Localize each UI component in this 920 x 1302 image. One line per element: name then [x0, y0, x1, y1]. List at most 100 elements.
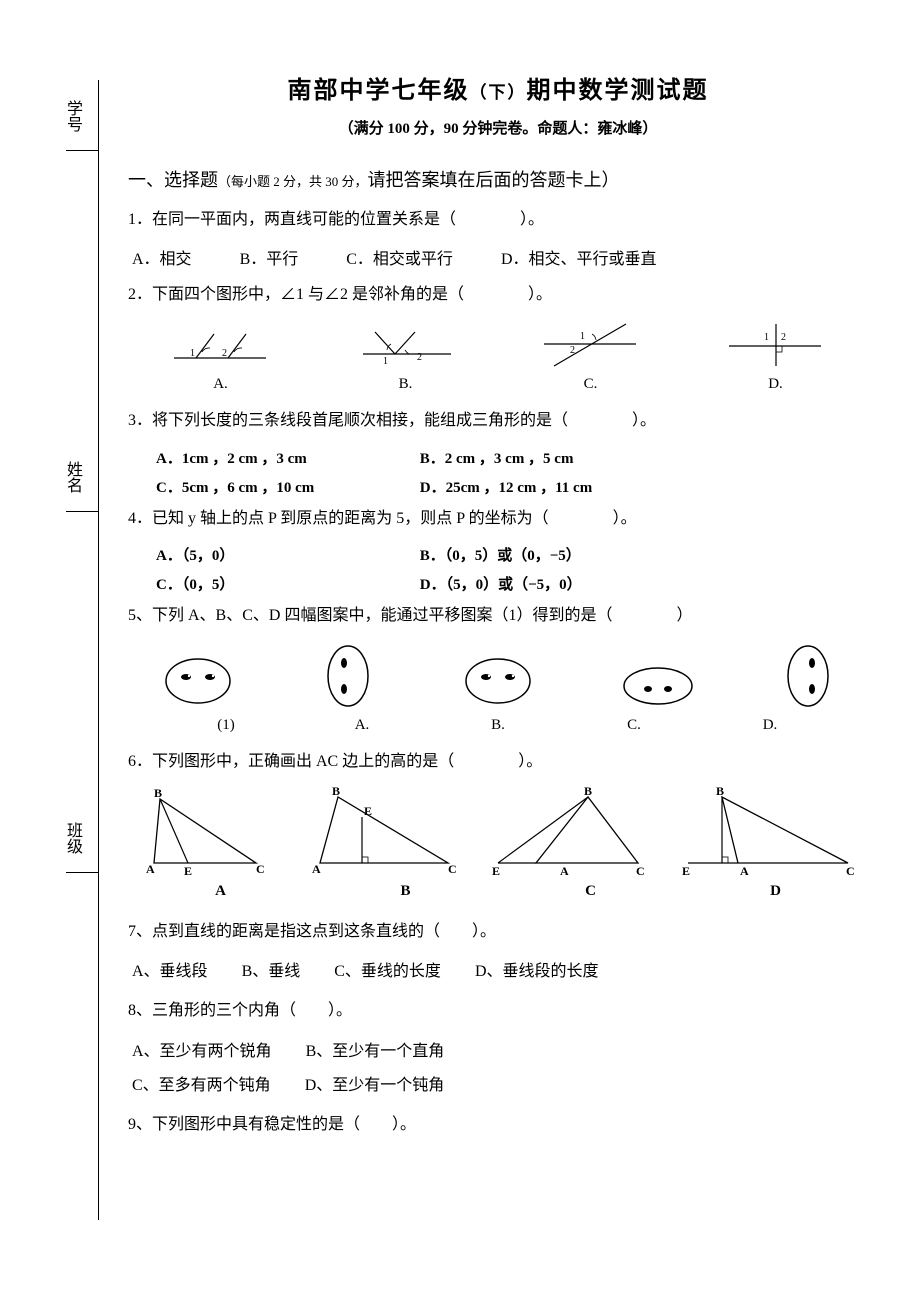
q1-A: A．相交 — [132, 245, 192, 269]
q6-text: 6．下列图形中，正确画出 AC 边上的高的是（ ）。 — [128, 748, 868, 775]
q3-C: C．5cm ，6 cm ，10 cm — [156, 476, 416, 497]
svg-text:C: C — [448, 862, 457, 876]
sidebar-line — [66, 150, 98, 151]
sidebar-line — [66, 511, 98, 512]
q8-B: B、至少有一个直角 — [306, 1037, 445, 1061]
q4-C: C．（0，5） — [156, 573, 416, 594]
q2-text: 2．下面四个图形中，∠1 与∠2 是邻补角的是（ ）。 — [128, 281, 868, 308]
q5-label-1: (1) — [166, 717, 286, 734]
q5-labels: (1) A. B. C. D. — [128, 717, 868, 734]
q8-D: D、至少有一个钝角 — [305, 1071, 445, 1095]
q1-C: C．相交或平行 — [346, 245, 453, 269]
q3-B: B．2 cm ，3 cm ，5 cm — [420, 447, 680, 468]
sidebar-field-name: 姓名 — [60, 461, 84, 493]
svg-text:A: A — [740, 864, 749, 877]
q2-fig-C: 1 2 — [536, 320, 646, 370]
svg-text:2: 2 — [222, 348, 227, 359]
title-right: 期中数学测试题 — [527, 77, 709, 104]
q6-fig-A: B A E C — [138, 787, 288, 877]
title-left: 南部中学七年级 — [288, 77, 470, 104]
svg-text:2: 2 — [417, 352, 422, 363]
q5-text: 5、下列 A、B、C、D 四幅图案中，能通过平移图案（1）得到的是（ ） — [128, 602, 868, 629]
q2-label-D: D. — [716, 376, 836, 393]
svg-text:1: 1 — [383, 356, 388, 367]
q6-label-C: C — [511, 883, 671, 900]
sidebar-field-class: 班级 — [60, 822, 84, 854]
q2-label-A: A. — [161, 376, 281, 393]
q6-label-D: D — [696, 883, 856, 900]
q2-labels: A. B. C. D. — [128, 376, 868, 393]
q8-text: 8、三角形的三个内角（ ）。 — [128, 997, 868, 1024]
section-pts: （每小题 2 分，共 30 分， — [218, 174, 368, 189]
q4-text: 4．已知 y 轴上的点 P 到原点的距离为 5，则点 P 的坐标为（ ）。 — [128, 505, 868, 532]
q7-opts: A、垂线段 B、垂线 C、垂线的长度 D、垂线段的长度 — [128, 957, 868, 981]
subtitle: （满分 100 分，90 分钟完卷。命题人：雍冰峰） — [128, 117, 868, 138]
svg-text:E: E — [184, 864, 192, 877]
svg-text:B: B — [584, 787, 592, 798]
q5-fig-D — [778, 641, 838, 711]
q2-fig-A: 1 2 — [166, 320, 276, 370]
q6-fig-C: B E A C — [488, 787, 658, 877]
section-1-header: 一、选择题（每小题 2 分，共 30 分，请把答案填在后面的答题卡上） — [128, 166, 868, 192]
q3-D: D．25cm ，12 cm ，11 cm — [420, 476, 680, 497]
q5-fig-C — [618, 661, 698, 711]
sidebar: 学号 姓名 班级 — [60, 100, 100, 1200]
q6-label-A: A — [141, 883, 301, 900]
svg-text:1: 1 — [764, 332, 769, 343]
exam-content: 南部中学七年级（下）期中数学测试题 （满分 100 分，90 分钟完卷。命题人：… — [128, 70, 868, 1150]
page-title: 南部中学七年级（下）期中数学测试题 — [128, 70, 868, 105]
q1-B: B．平行 — [240, 245, 299, 269]
svg-text:2: 2 — [781, 332, 786, 343]
q1-D: D．相交、平行或垂直 — [501, 245, 657, 269]
q8-row2: C、至多有两个钝角 D、至少有一个钝角 — [128, 1071, 868, 1095]
section-tail: 请把答案填在后面的答题卡上） — [368, 170, 620, 190]
q7-B: B、垂线 — [242, 957, 301, 981]
title-small: （下） — [470, 83, 527, 102]
q4-A: A．（5，0） — [156, 544, 416, 565]
q7-D: D、垂线段的长度 — [475, 957, 599, 981]
q2-fig-D: 1 2 — [721, 320, 831, 370]
q7-A: A、垂线段 — [132, 957, 208, 981]
svg-text:E: E — [492, 864, 500, 877]
q7-C: C、垂线的长度 — [334, 957, 441, 981]
q5-fig-A — [318, 641, 378, 711]
q1-text: 1．在同一平面内，两直线可能的位置关系是（ ）。 — [128, 206, 868, 233]
q5-fig-1 — [158, 651, 238, 711]
q6-fig-B: B E A C — [308, 787, 468, 877]
q1-opts: A．相交 B．平行 C．相交或平行 D．相交、平行或垂直 — [128, 245, 868, 269]
q6-fig-D: B E A C — [678, 787, 858, 877]
q9-text: 9、下列图形中具有稳定性的是（ ）。 — [128, 1111, 868, 1138]
q8-A: A、至少有两个锐角 — [132, 1037, 272, 1061]
q5-fig-B — [458, 651, 538, 711]
svg-text:1: 1 — [190, 348, 195, 359]
q2-figures: 1 2 1 2 1 2 1 2 — [128, 320, 868, 370]
q6-figures: B A E C B E A C B E A C B — [128, 787, 868, 877]
svg-text:A: A — [560, 864, 569, 877]
q3-A: A．1cm ，2 cm ，3 cm — [156, 447, 416, 468]
sidebar-line — [66, 872, 98, 873]
q3-row1: A．1cm ，2 cm ，3 cm B．2 cm ，3 cm ，5 cm — [128, 447, 868, 468]
sidebar-field-id: 学号 — [60, 100, 84, 132]
svg-text:C: C — [846, 864, 855, 877]
svg-text:E: E — [364, 804, 372, 818]
svg-text:C: C — [636, 864, 645, 877]
svg-text:B: B — [154, 787, 162, 800]
q3-row2: C．5cm ，6 cm ，10 cm D．25cm ，12 cm ，11 cm — [128, 476, 868, 497]
q3-text: 3．将下列长度的三条线段首尾顺次相接，能组成三角形的是（ ）。 — [128, 407, 868, 434]
q5-label-A: A. — [302, 717, 422, 734]
q4-row2: C．（0，5） D．（5，0）或（−5，0） — [128, 573, 868, 594]
svg-text:A: A — [312, 862, 321, 876]
q2-label-B: B. — [346, 376, 466, 393]
q6-label-B: B — [326, 883, 486, 900]
q5-label-B: B. — [438, 717, 558, 734]
q4-B: B．（0，5）或（0，−5） — [420, 544, 680, 565]
section-lead: 一、选择题 — [128, 170, 218, 190]
svg-text:B: B — [332, 787, 340, 798]
q8-row1: A、至少有两个锐角 B、至少有一个直角 — [128, 1037, 868, 1061]
q5-label-D: D. — [710, 717, 830, 734]
svg-text:2: 2 — [570, 345, 575, 356]
svg-text:1: 1 — [580, 331, 585, 342]
q7-text: 7、点到直线的距离是指这点到这条直线的（ ）。 — [128, 918, 868, 945]
svg-text:B: B — [716, 787, 724, 798]
q2-label-C: C. — [531, 376, 651, 393]
